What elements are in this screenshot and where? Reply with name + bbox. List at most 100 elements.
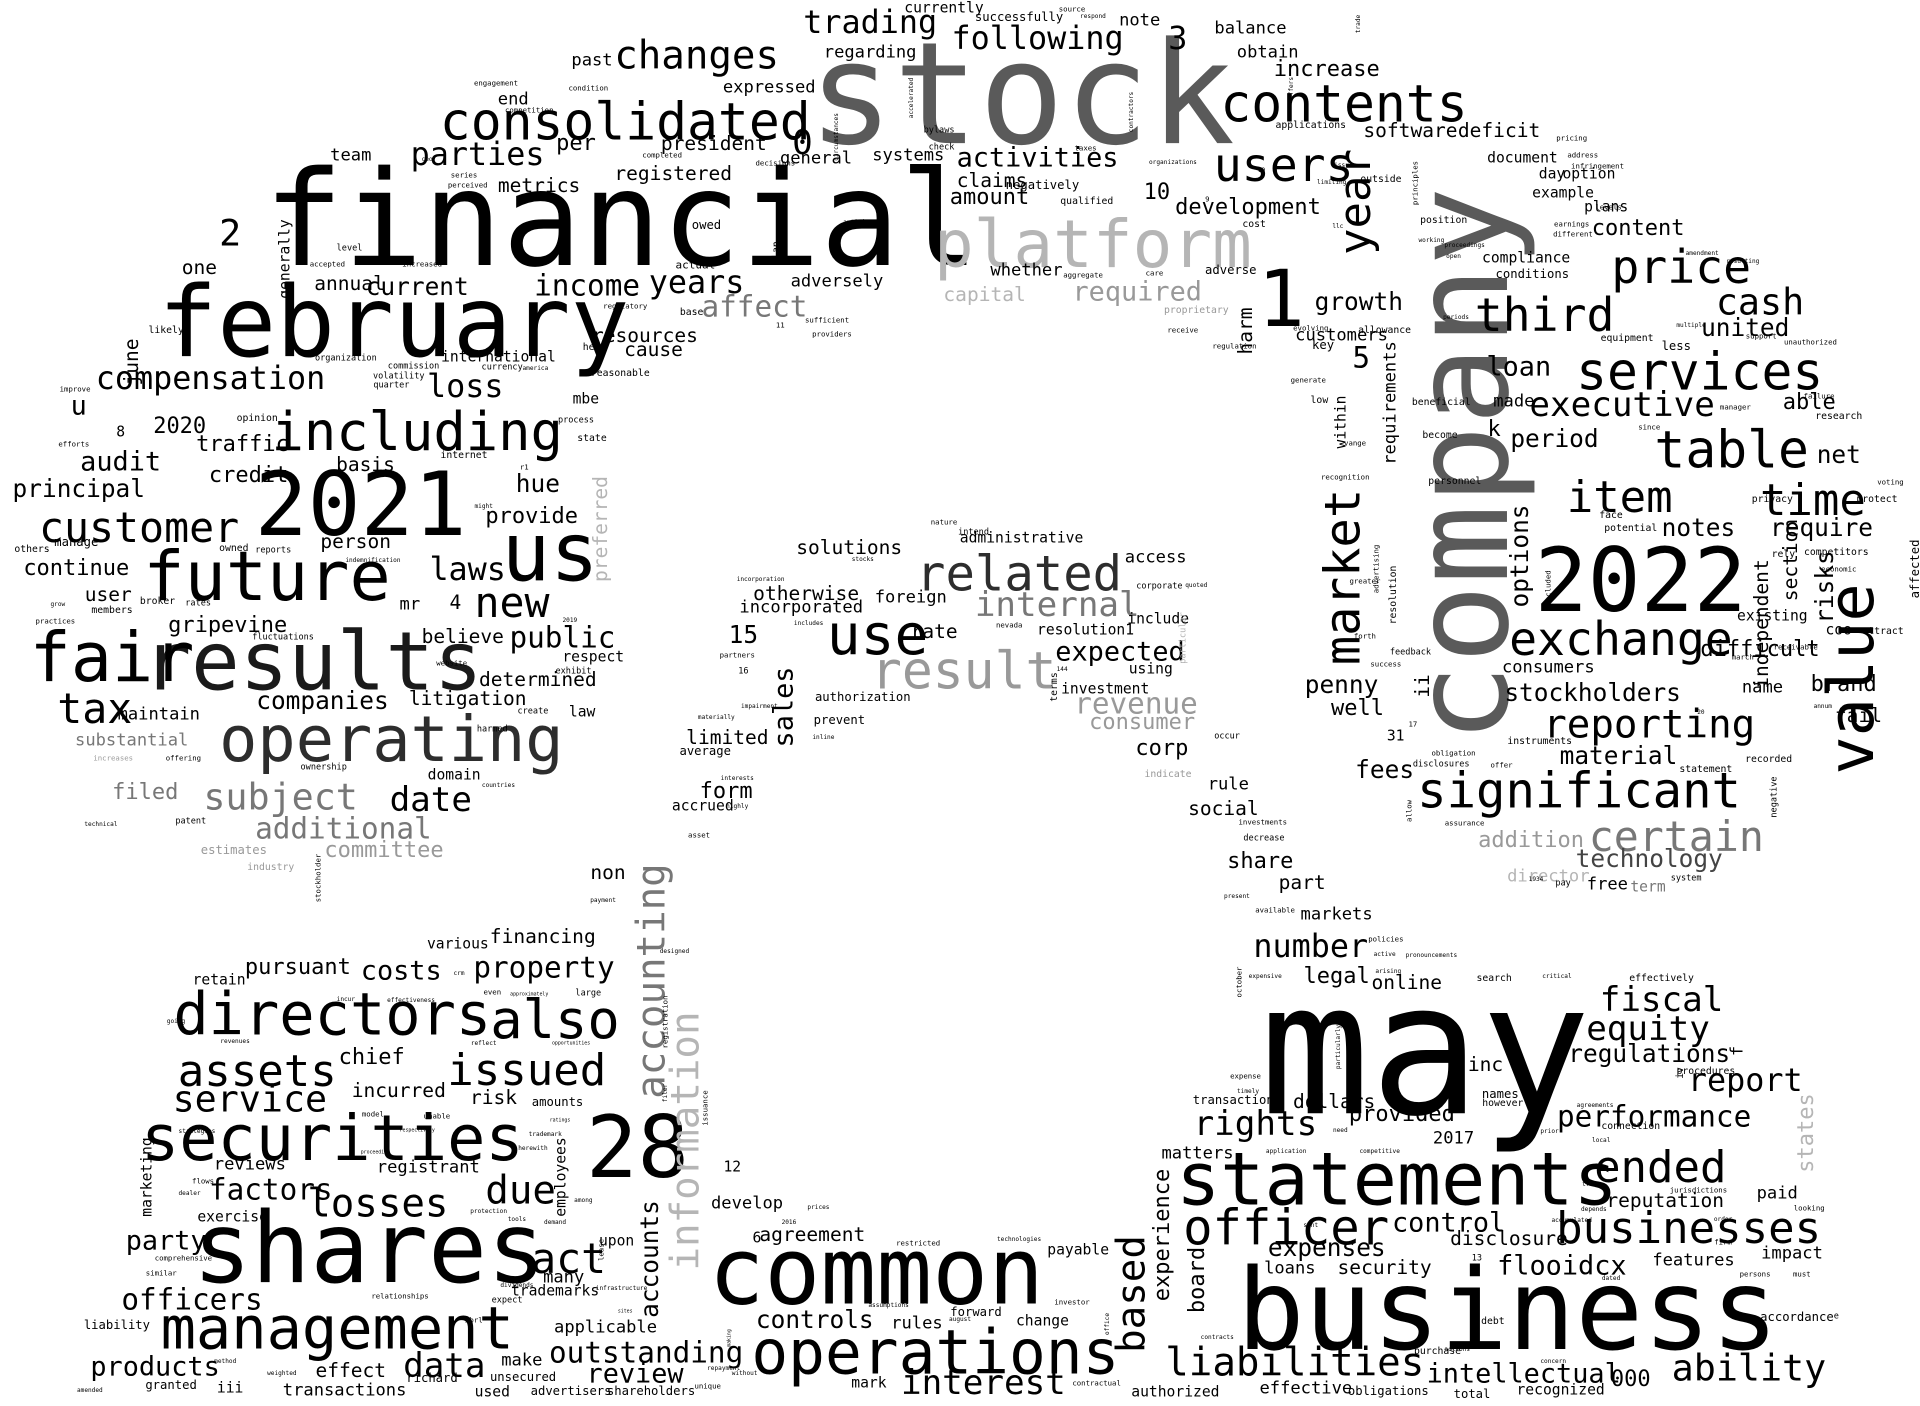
cloud-word: even — [483, 986, 502, 996]
cloud-word: various — [426, 935, 489, 953]
cloud-word: adversely — [790, 271, 884, 292]
cloud-word: using — [1128, 660, 1173, 678]
cloud-word: prices — [807, 1203, 830, 1211]
cloud-word: obtain — [1236, 42, 1299, 63]
cloud-word: restricted — [896, 1238, 941, 1248]
cloud-word: expressed — [722, 77, 816, 98]
cloud-word: laws — [429, 552, 506, 589]
cloud-word: process — [557, 415, 595, 426]
cloud-word: earnings — [1554, 219, 1590, 229]
cloud-word: strategies — [178, 1128, 216, 1136]
cloud-word: assumptions — [868, 1301, 909, 1309]
cloud-word: expenses — [1267, 1233, 1386, 1263]
cloud-word: capital — [943, 282, 1026, 306]
cloud-word: asset — [688, 830, 711, 840]
cloud-word: herewith — [518, 1145, 548, 1153]
cloud-word: receive — [1167, 325, 1199, 335]
cloud-word: ii — [1410, 674, 1434, 698]
cloud-word: decisions — [755, 157, 796, 167]
cloud-word: trust — [1582, 1180, 1601, 1188]
cloud-word: end — [497, 89, 529, 110]
cloud-word: terms — [1048, 672, 1060, 702]
cloud-word: indemnification — [345, 557, 401, 565]
cloud-word: parties — [410, 137, 545, 174]
cloud-word: check — [928, 142, 955, 153]
cloud-word: expected — [1055, 636, 1185, 668]
cloud-word: fiscal — [1599, 979, 1724, 1020]
cloud-word: income — [534, 268, 641, 303]
cloud-word: rate — [910, 620, 958, 644]
cloud-word: estimates — [200, 842, 267, 857]
cloud-word: depends — [1580, 1206, 1607, 1214]
cloud-word: growth — [1314, 286, 1403, 316]
cloud-word: date — [389, 779, 472, 820]
cloud-word: us — [501, 506, 599, 601]
cloud-word: principal — [12, 473, 145, 503]
cloud-word: interest — [900, 1362, 1066, 1403]
cloud-word: present — [1224, 893, 1250, 901]
cloud-word: stock — [808, 12, 1235, 178]
cloud-word: gripevine — [168, 612, 288, 638]
cloud-word: efforts — [58, 439, 90, 449]
cloud-word: marketing — [138, 1137, 156, 1218]
cloud-word: intellectual — [1426, 1358, 1621, 1390]
cloud-word: following — [951, 21, 1124, 58]
cloud-word: hue — [515, 468, 560, 498]
cloud-word: dividends — [500, 1282, 534, 1290]
cloud-word: reviews — [213, 1154, 286, 1175]
cloud-word: rates — [185, 598, 212, 609]
cloud-word: authorization — [814, 689, 911, 704]
cloud-word: require — [1770, 512, 1874, 542]
cloud-word: users — [1213, 137, 1354, 192]
cloud-word: expense — [1230, 1071, 1261, 1081]
cloud-word: executive — [1529, 384, 1715, 425]
cloud-word: related — [916, 545, 1123, 603]
cloud-word: regarding — [823, 42, 917, 63]
cloud-word: c — [1431, 1011, 1437, 1022]
cloud-word: recorded — [1745, 754, 1793, 766]
cloud-word: customer — [39, 503, 240, 553]
cloud-word: number — [1253, 928, 1369, 965]
cloud-word: practices — [35, 616, 76, 626]
cloud-word: iv — [1675, 1067, 1687, 1080]
cloud-word: liability — [83, 1318, 151, 1333]
cloud-word: 2021 — [254, 452, 467, 556]
cloud-word: effect — [315, 1358, 387, 1382]
cloud-word: available — [1255, 904, 1295, 914]
cloud-word: item — [1566, 471, 1673, 523]
cloud-word: broker — [139, 595, 176, 607]
cloud-word: part — [1278, 870, 1326, 894]
cloud-word: highly — [726, 802, 749, 810]
cloud-word: act — [531, 1234, 607, 1284]
cloud-word: future — [143, 536, 391, 617]
cloud-word: k — [1487, 417, 1501, 443]
cloud-word: offers — [1288, 76, 1296, 100]
cloud-word: patent — [175, 816, 207, 827]
cloud-word: inc — [1467, 1053, 1504, 1077]
cloud-word: create — [517, 706, 549, 717]
cloud-word: quarter — [373, 381, 410, 392]
cloud-word: committee — [324, 837, 444, 863]
cloud-word: include — [1127, 610, 1190, 628]
cloud-word: purchase — [1414, 1346, 1462, 1358]
cloud-word: fluctuations — [252, 632, 314, 643]
cloud-word: receivable — [1773, 642, 1818, 652]
cloud-word: increase — [1273, 56, 1380, 82]
cloud-word: develop — [711, 1193, 784, 1214]
cloud-word: attract — [1862, 626, 1904, 638]
cloud-word: property — [473, 950, 615, 985]
cloud-word: providers — [812, 329, 852, 339]
cloud-word: protection — [470, 1207, 508, 1215]
cloud-word: exercise — [197, 1208, 268, 1226]
cloud-word: administrative — [959, 529, 1084, 547]
cloud-word: prior — [1540, 1128, 1559, 1136]
cloud-word: partners — [719, 650, 755, 660]
cloud-word: option — [1562, 165, 1616, 183]
cloud-word: affected — [1907, 539, 1920, 598]
cloud-word: regulation — [1212, 341, 1257, 351]
cloud-word: respect — [562, 648, 625, 666]
cloud-word: sent — [1303, 1222, 1319, 1230]
cloud-word: ownership — [300, 762, 347, 773]
cloud-word: report — [1687, 1063, 1803, 1100]
cloud-word: existing — [1737, 608, 1808, 626]
